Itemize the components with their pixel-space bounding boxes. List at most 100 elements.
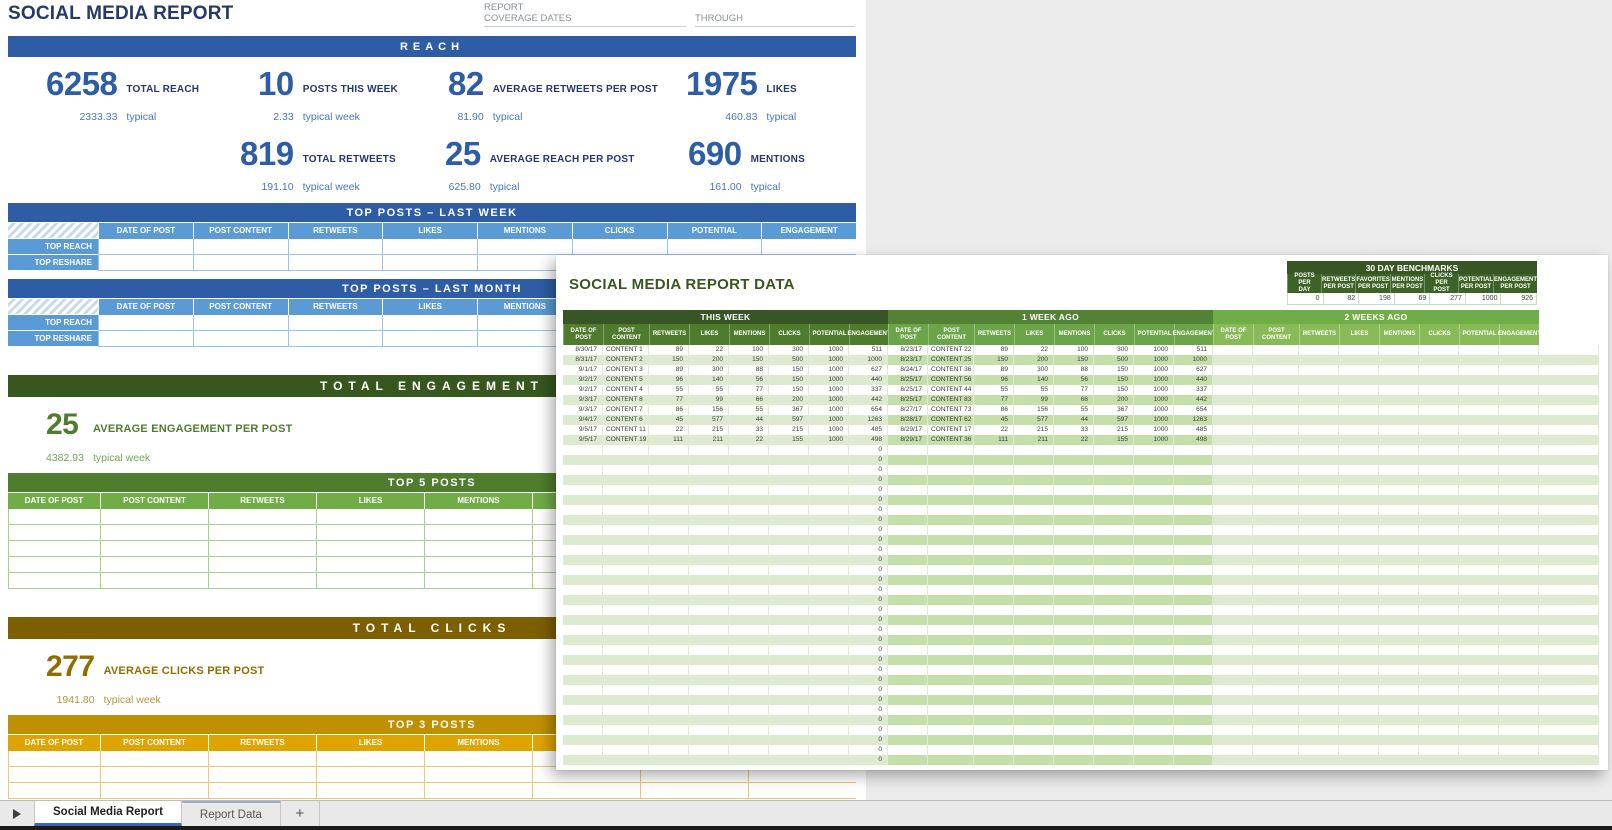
cell[interactable]: 0 <box>849 725 888 735</box>
cell[interactable] <box>888 555 928 565</box>
cell[interactable] <box>1339 645 1379 655</box>
cell[interactable] <box>729 665 769 675</box>
cell[interactable] <box>1419 425 1459 435</box>
cell[interactable] <box>928 485 974 495</box>
cell[interactable] <box>1174 685 1213 695</box>
cell[interactable] <box>649 545 689 555</box>
cell[interactable] <box>424 573 532 589</box>
cell[interactable] <box>689 745 729 755</box>
cell[interactable] <box>1253 345 1299 355</box>
cell[interactable] <box>1134 555 1174 565</box>
cell[interactable] <box>640 767 748 783</box>
cell[interactable] <box>928 445 974 455</box>
cell[interactable] <box>748 767 856 783</box>
cell[interactable] <box>1014 725 1054 735</box>
cell[interactable] <box>689 615 729 625</box>
cell[interactable] <box>769 605 809 615</box>
cell[interactable] <box>1134 465 1174 475</box>
cell[interactable] <box>769 515 809 525</box>
cell[interactable] <box>1094 645 1134 655</box>
cell[interactable] <box>1014 675 1054 685</box>
cell[interactable] <box>809 535 849 545</box>
cell[interactable] <box>809 685 849 695</box>
cell[interactable]: CONTENT 2 <box>603 355 649 365</box>
cell[interactable] <box>424 557 532 573</box>
cell[interactable] <box>1174 645 1213 655</box>
cell[interactable]: 597 <box>1094 415 1134 425</box>
cell[interactable] <box>729 725 769 735</box>
cell[interactable]: 8/29/17 <box>888 425 928 435</box>
cell[interactable]: 1263 <box>1174 415 1213 425</box>
cell[interactable] <box>1539 385 1599 395</box>
cell[interactable]: 0 <box>849 605 888 615</box>
cell[interactable] <box>1419 575 1459 585</box>
cell[interactable] <box>1499 675 1539 685</box>
cell[interactable] <box>1299 625 1339 635</box>
cell[interactable] <box>1539 665 1599 675</box>
cell[interactable] <box>563 525 603 535</box>
cell[interactable] <box>1379 535 1419 545</box>
cell[interactable]: 0 <box>849 495 888 505</box>
cell[interactable] <box>1094 635 1134 645</box>
cell[interactable] <box>928 745 974 755</box>
cell[interactable] <box>1014 625 1054 635</box>
cell[interactable] <box>1014 525 1054 535</box>
cell[interactable] <box>98 255 193 271</box>
cell[interactable]: 0 <box>849 465 888 475</box>
cell[interactable] <box>1379 745 1419 755</box>
cell[interactable] <box>1419 445 1459 455</box>
cell[interactable] <box>1499 645 1539 655</box>
cell[interactable] <box>1539 465 1599 475</box>
cell[interactable] <box>1094 695 1134 705</box>
cell[interactable] <box>1134 745 1174 755</box>
cell[interactable]: 0 <box>849 535 888 545</box>
cell[interactable] <box>563 655 603 665</box>
cell[interactable] <box>888 725 928 735</box>
cell[interactable]: 9/3/17 <box>563 405 603 415</box>
cell[interactable] <box>1174 485 1213 495</box>
cell[interactable]: 0 <box>849 475 888 485</box>
cell[interactable] <box>1499 415 1539 425</box>
cell[interactable] <box>100 525 208 541</box>
cell[interactable] <box>729 525 769 535</box>
cell[interactable] <box>208 783 316 799</box>
cell[interactable] <box>8 573 100 589</box>
cell[interactable] <box>1174 675 1213 685</box>
cell[interactable] <box>888 685 928 695</box>
cell[interactable] <box>1299 665 1339 675</box>
cell[interactable]: CONTENT 56 <box>928 375 974 385</box>
cell[interactable] <box>1299 575 1339 585</box>
cell[interactable] <box>888 705 928 715</box>
cell[interactable] <box>1054 485 1094 495</box>
cell[interactable] <box>1339 755 1379 765</box>
cell[interactable] <box>649 605 689 615</box>
cell[interactable] <box>1459 595 1499 605</box>
cell[interactable] <box>689 685 729 695</box>
cell[interactable] <box>729 605 769 615</box>
cell[interactable] <box>1419 555 1459 565</box>
cell[interactable] <box>603 455 649 465</box>
cell[interactable] <box>1094 715 1134 725</box>
cell[interactable] <box>1339 695 1379 705</box>
cell[interactable] <box>1499 425 1539 435</box>
cell[interactable] <box>1339 585 1379 595</box>
cell[interactable] <box>1499 565 1539 575</box>
cell[interactable] <box>603 685 649 695</box>
cell[interactable] <box>1539 545 1599 555</box>
cell[interactable] <box>1253 745 1299 755</box>
cell[interactable] <box>769 575 809 585</box>
cell[interactable] <box>1419 535 1459 545</box>
cell[interactable] <box>603 505 649 515</box>
cell[interactable] <box>1459 705 1499 715</box>
cell[interactable] <box>1379 495 1419 505</box>
cell[interactable] <box>1419 505 1459 515</box>
cell[interactable] <box>1459 555 1499 565</box>
cell[interactable] <box>1419 645 1459 655</box>
cell[interactable]: 8/29/17 <box>888 435 928 445</box>
cell[interactable] <box>974 525 1014 535</box>
cell[interactable] <box>1419 475 1459 485</box>
cell[interactable] <box>1379 585 1419 595</box>
cell[interactable] <box>563 595 603 605</box>
cell[interactable]: 0 <box>849 515 888 525</box>
cell[interactable]: 1000 <box>809 425 849 435</box>
